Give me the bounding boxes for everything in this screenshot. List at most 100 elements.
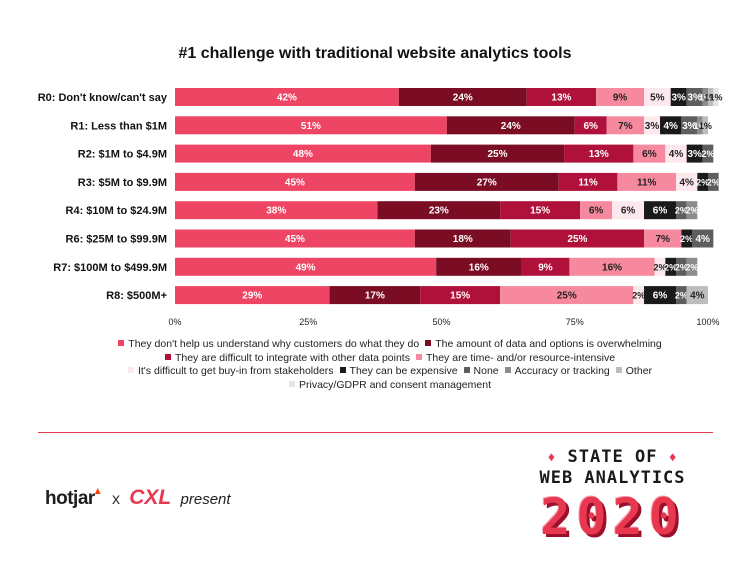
data-label: 49% (296, 262, 316, 273)
data-label: 3% (687, 93, 702, 104)
bar-segment (175, 286, 330, 305)
legend-label: The amount of data and options is overwh… (435, 338, 662, 350)
badge-line-1: STATE OF (567, 447, 658, 467)
legend-swatch (615, 367, 622, 373)
data-label: 17% (365, 291, 385, 302)
data-label: 2% (686, 262, 699, 272)
x-tick-label: 100% (696, 317, 719, 327)
data-label: 45% (285, 234, 305, 245)
legend-item: Other (615, 365, 653, 379)
data-label: 2% (675, 262, 688, 272)
data-label: 11% (578, 177, 598, 188)
legend-swatch (463, 367, 470, 373)
legend-swatch (339, 367, 346, 373)
data-label: 1% (693, 121, 706, 131)
fire-icon: ♦ (547, 451, 557, 466)
bar-segment (686, 257, 698, 276)
chart-legend: They don't help us understand why custom… (70, 338, 710, 392)
stacked-bar-chart: #1 challenge with traditional website an… (38, 45, 723, 327)
bar-segment (436, 257, 522, 276)
bar-segment (414, 172, 559, 191)
data-label: 15% (530, 206, 550, 217)
hotjar-logo: hotjar (45, 488, 95, 509)
bar-segment (644, 286, 677, 305)
legend-row: They are difficult to integrate with oth… (70, 352, 710, 366)
bar-segment (644, 88, 671, 106)
legend-label: Accuracy or tracking (514, 365, 610, 377)
category-label: R3: $5M to $9.9M (78, 177, 167, 189)
legend-item: They don't help us understand why custom… (118, 338, 419, 352)
legend-label: None (473, 365, 499, 377)
data-label: 2% (664, 262, 677, 272)
legend-item: Accuracy or tracking (504, 365, 610, 379)
legend-item: The amount of data and options is overwh… (425, 338, 662, 352)
data-label: 6% (653, 206, 668, 217)
legend-item: None (463, 365, 499, 379)
legend-swatch (118, 340, 125, 346)
data-label: 3% (687, 149, 702, 160)
bar-segment (708, 88, 714, 106)
data-label: 16% (602, 262, 622, 273)
legend-swatch (288, 380, 295, 387)
bar-segment (612, 201, 645, 220)
bar-segment (702, 116, 708, 135)
data-label: 24% (453, 93, 473, 104)
data-label: 2% (675, 291, 688, 301)
data-label: 2% (701, 149, 714, 159)
data-label: 6% (584, 121, 599, 132)
data-label: 45% (285, 177, 305, 188)
legend-swatch (127, 367, 134, 373)
bar-segment (686, 88, 703, 106)
x-tick-label: 25% (299, 317, 317, 327)
bar-segment (633, 286, 645, 305)
bar-segment (617, 172, 677, 191)
legend-row: They don't help us understand why custom… (70, 338, 710, 352)
present-text: present (180, 491, 231, 508)
data-label: 2% (696, 177, 709, 187)
data-label: 3% (682, 121, 697, 132)
data-label: 25% (567, 234, 587, 245)
data-label: 4% (663, 121, 678, 132)
bar-segment (414, 229, 511, 248)
bar-segment (500, 286, 634, 305)
data-label: 38% (266, 206, 286, 217)
x-tick-label: 75% (566, 317, 584, 327)
fire-icon: ♦ (668, 451, 678, 466)
bar-segment (697, 172, 708, 191)
data-label: 4% (690, 291, 705, 302)
bar-segment (446, 116, 575, 135)
bar-segment (654, 257, 666, 276)
data-label: 6% (653, 291, 668, 302)
legend-label: Other (625, 365, 653, 377)
data-label: 13% (551, 93, 571, 104)
bar-segment (564, 144, 634, 163)
legend-item: They are difficult to integrate with oth… (164, 351, 410, 366)
bar-segment (377, 201, 501, 220)
data-label: 3% (671, 93, 686, 104)
data-label: 9% (538, 262, 553, 273)
bar-segment (521, 257, 570, 276)
bar-segment (526, 88, 597, 106)
bar-segment (676, 286, 687, 305)
x-tick-label: 50% (432, 317, 450, 327)
bar-segment (686, 201, 698, 220)
legend-label: They are difficult to integrate with oth… (174, 351, 410, 364)
bar-segment (398, 88, 527, 106)
data-label: 25% (487, 149, 507, 160)
data-label: 24% (501, 121, 521, 132)
bar-segment (329, 286, 421, 305)
badge-year: 2020 (540, 488, 685, 546)
bar-segment (596, 88, 645, 106)
category-label: R2: $1M to $4.9M (78, 149, 167, 161)
bar-segment (175, 116, 447, 135)
bar-segment (420, 286, 501, 305)
data-label: 1% (699, 93, 712, 103)
legend-row: Privacy/GDPR and consent management (70, 379, 710, 393)
bar-segment (175, 201, 378, 220)
bar-segment (686, 144, 703, 163)
state-of-web-analytics-badge: ♦ STATE OF ♦ WEB ANALYTICS 2020 (510, 441, 715, 556)
bar-segment (697, 116, 703, 135)
bar-segment (175, 257, 437, 276)
bar-segment (606, 116, 645, 135)
data-label: 2% (680, 234, 693, 244)
